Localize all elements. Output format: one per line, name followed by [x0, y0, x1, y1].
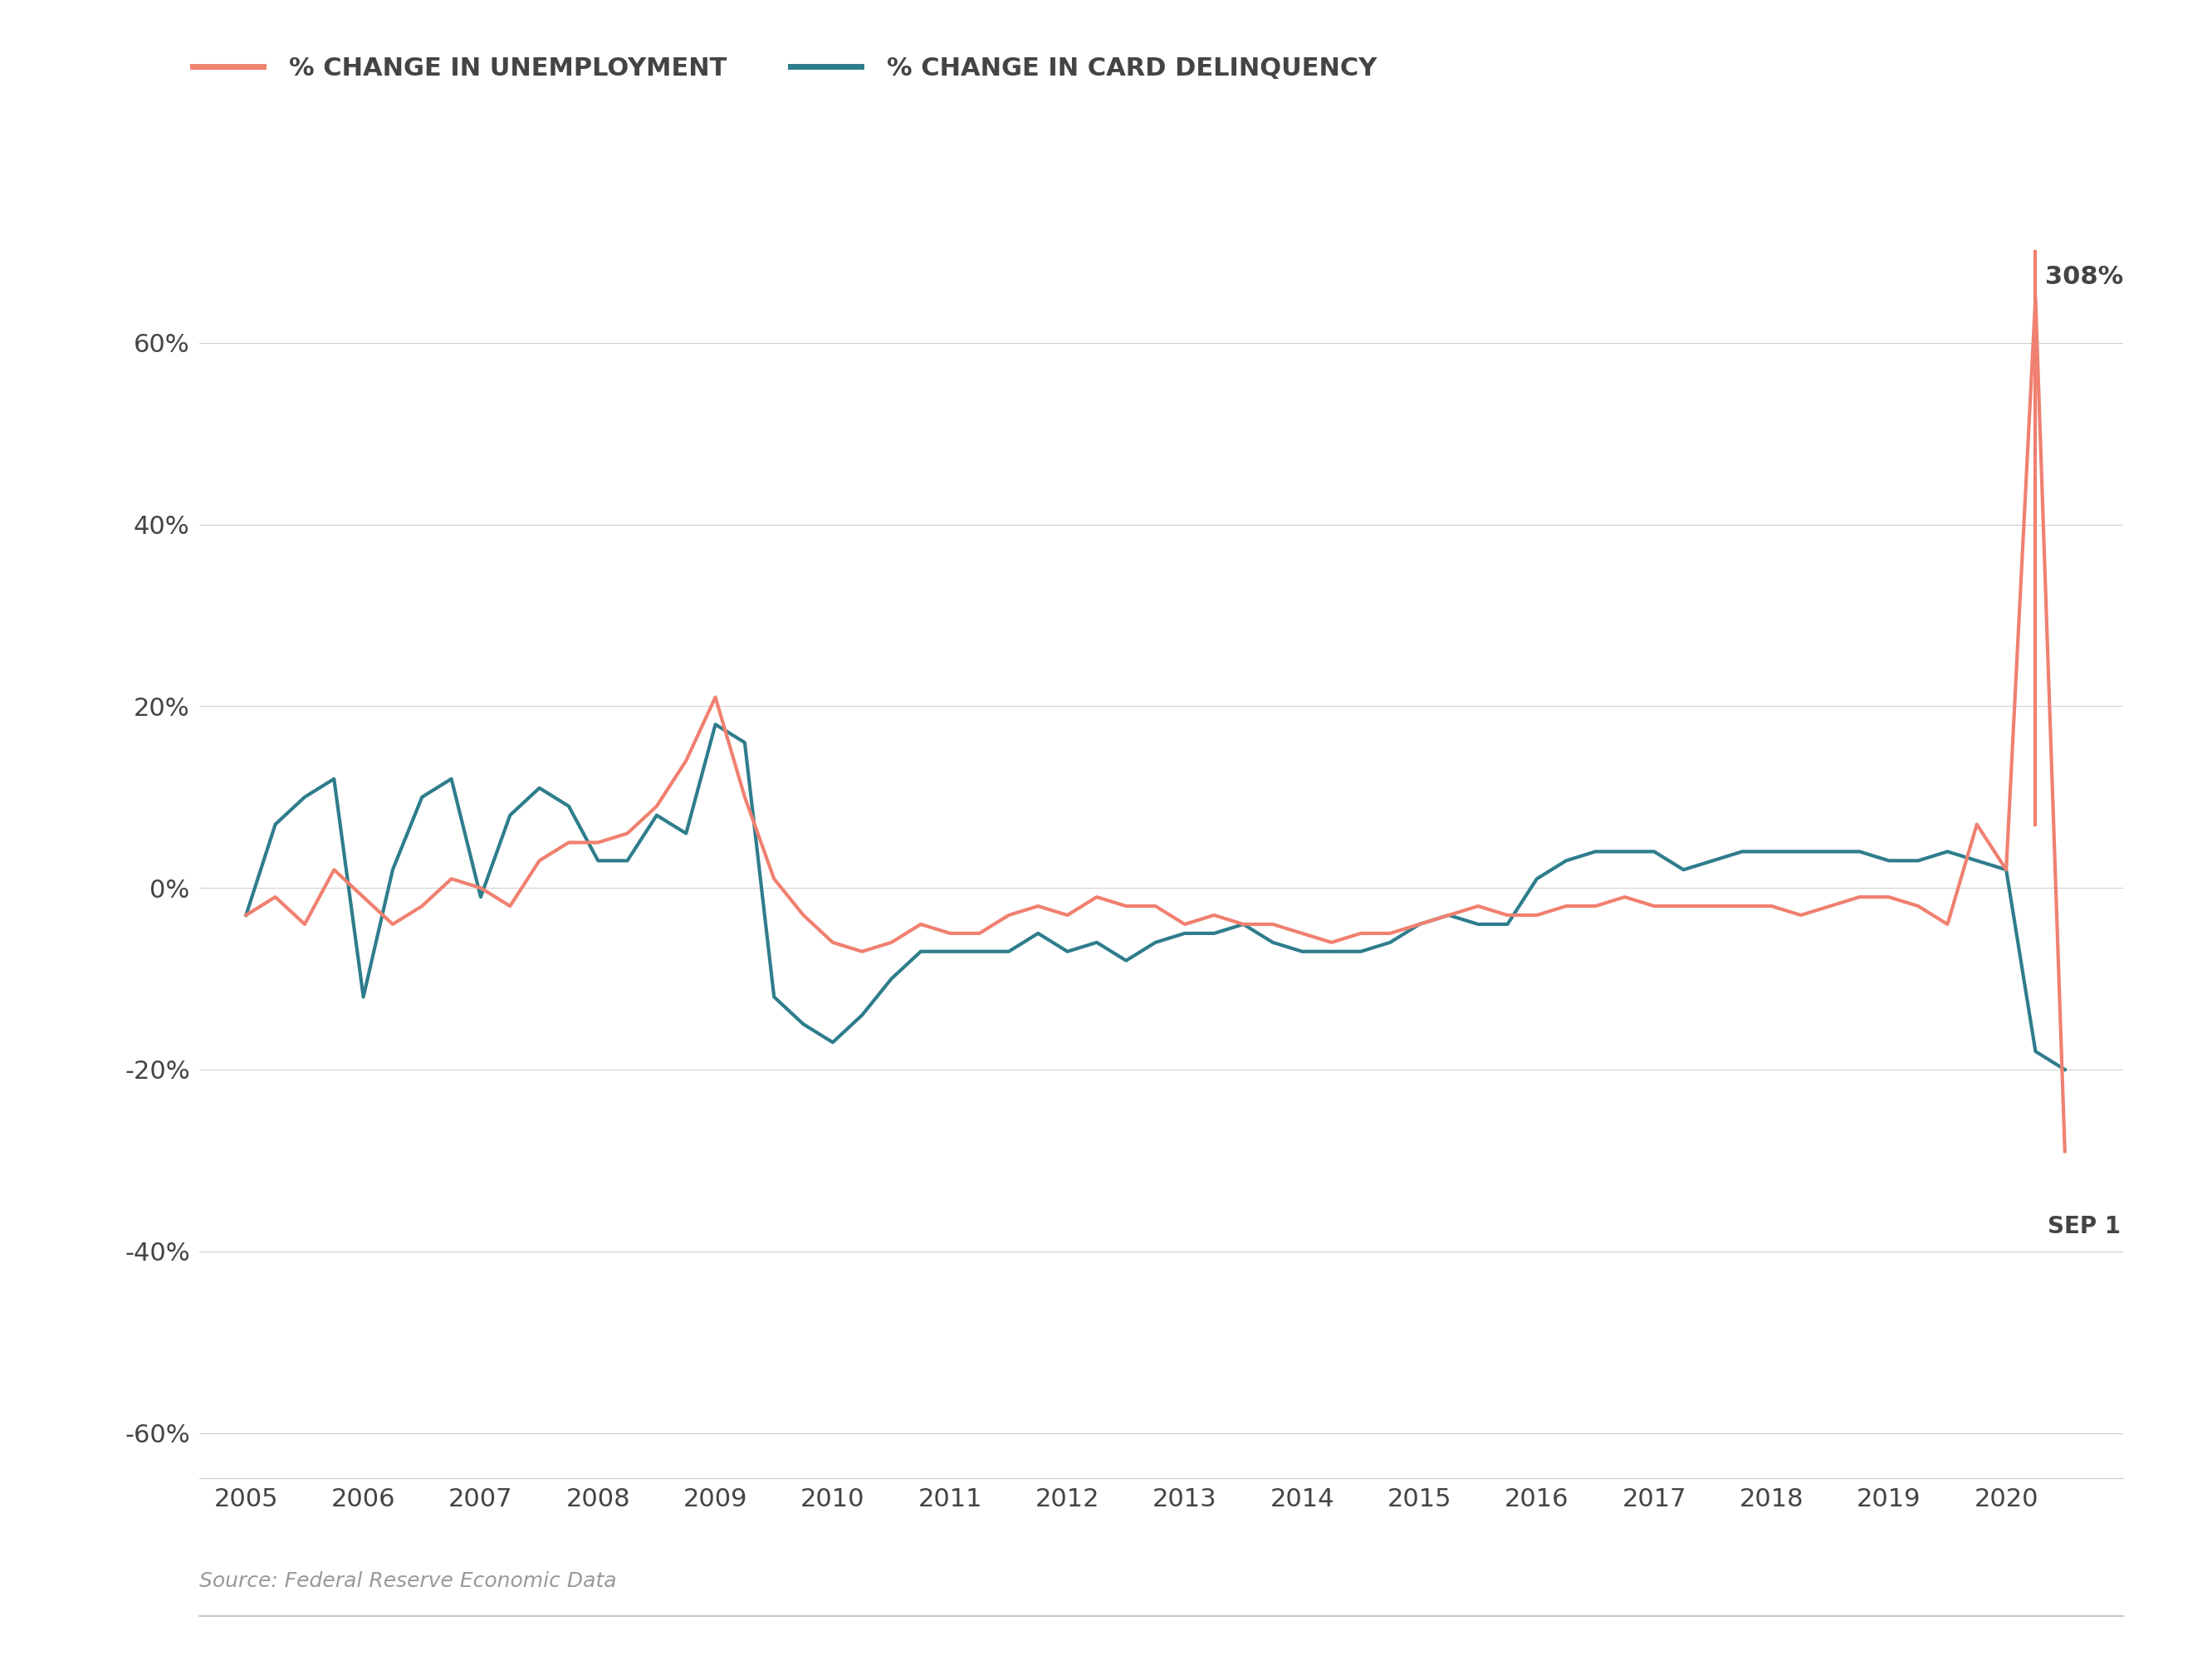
Text: 308%: 308%	[2044, 265, 2124, 289]
Text: Source: Federal Reserve Economic Data: Source: Federal Reserve Economic Data	[199, 1571, 617, 1591]
Text: % CHANGE: UNEMPLOYMENT VS. CARD DELINQUENCY: % CHANGE: UNEMPLOYMENT VS. CARD DELINQUE…	[49, 42, 1650, 92]
Text: SEP 1: SEP 1	[2048, 1215, 2121, 1238]
Legend: % CHANGE IN UNEMPLOYMENT, % CHANGE IN CARD DELINQUENCY: % CHANGE IN UNEMPLOYMENT, % CHANGE IN CA…	[192, 55, 1376, 81]
